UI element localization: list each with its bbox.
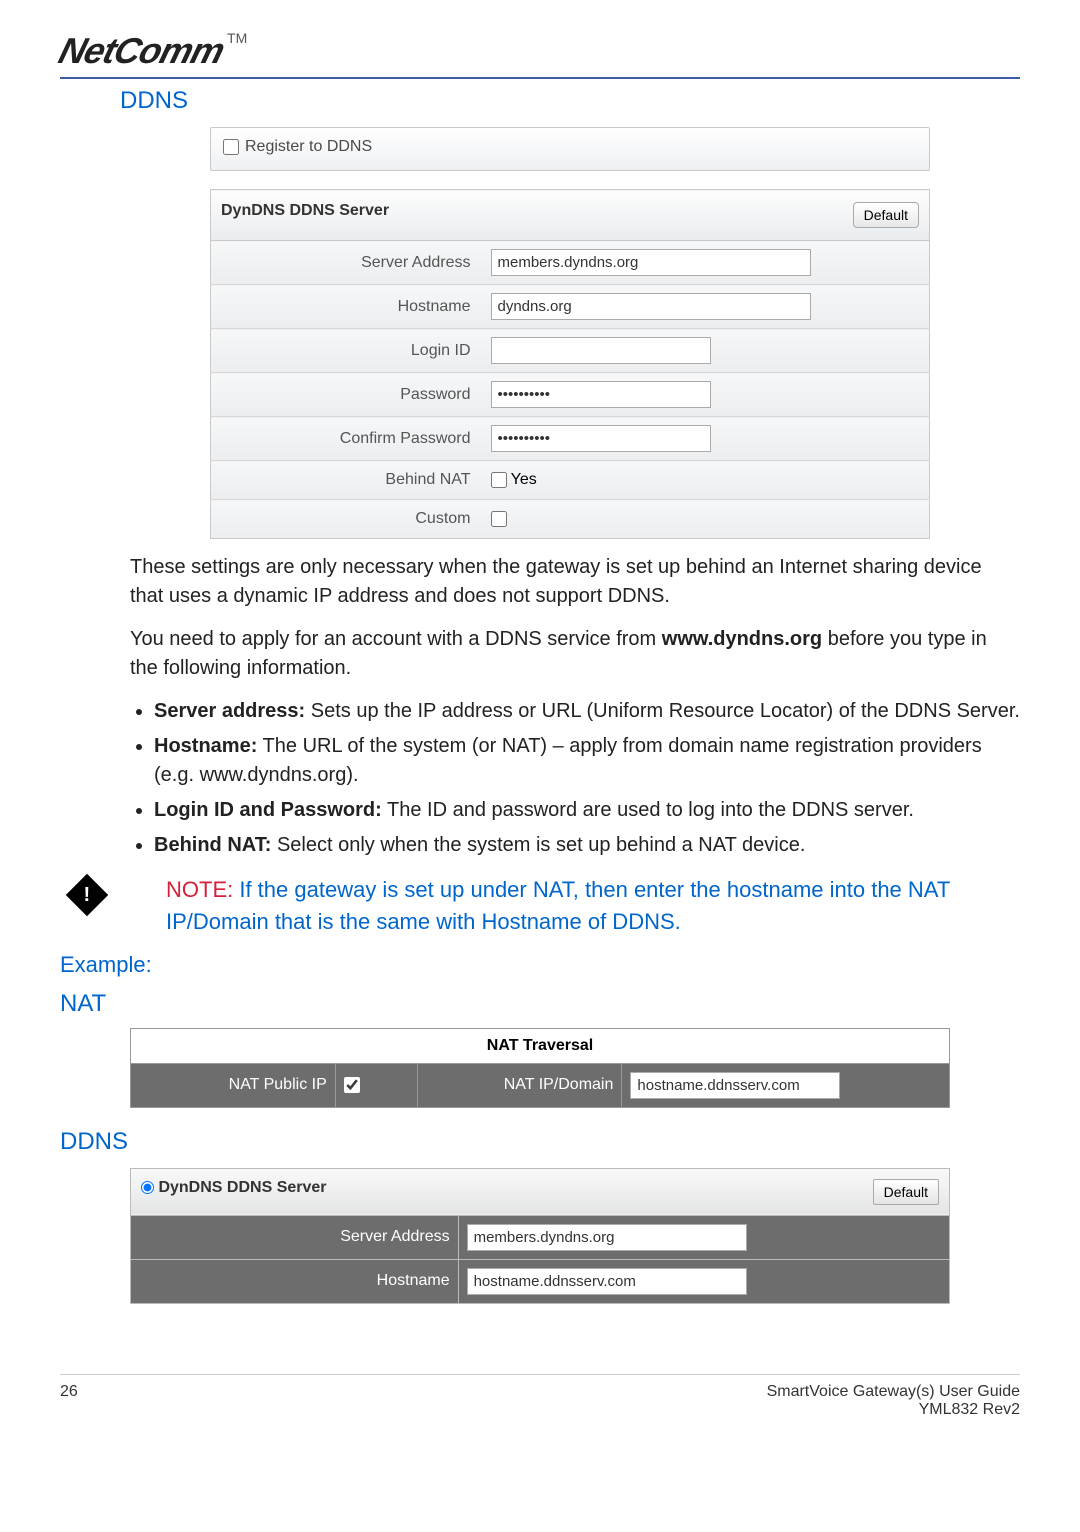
bullet-behind-nat: Behind NAT: Select only when the system … — [154, 831, 1020, 860]
ddns-table-header: DynDNS DDNS Server Default — [211, 190, 930, 241]
ddns2-heading: DDNS — [60, 1128, 1020, 1156]
ddns2-server-address-label: Server Address — [131, 1215, 459, 1259]
password-label: Password — [211, 373, 481, 417]
behind-nat-yes: Yes — [511, 471, 537, 488]
behind-nat-label: Behind NAT — [211, 461, 481, 500]
default-button[interactable]: Default — [853, 202, 919, 228]
example-heading: Example: — [60, 952, 1020, 978]
login-id-label: Login ID — [211, 329, 481, 373]
footer-model: YML832 Rev2 — [767, 1401, 1020, 1419]
ddns2-header: DynDNS DDNS Server Default — [131, 1168, 950, 1215]
logo: NetComm — [54, 30, 228, 72]
paragraph-2: You need to apply for an account with a … — [130, 625, 1020, 683]
nat-traversal-table: NAT Traversal NAT Public IP NAT IP/Domai… — [130, 1028, 950, 1108]
header: NetCommTM — [60, 30, 1020, 79]
password-input[interactable] — [491, 381, 711, 408]
register-ddns-row: Register to DDNS — [210, 127, 930, 171]
nat-traversal-title: NAT Traversal — [131, 1028, 950, 1063]
behind-nat-checkbox[interactable] — [491, 472, 507, 488]
bullet-server-address: Server address: Sets up the IP address o… — [154, 697, 1020, 726]
register-ddns-checkbox[interactable] — [223, 139, 239, 155]
nat-heading: NAT — [60, 990, 1020, 1018]
page-number: 26 — [60, 1383, 78, 1419]
bullet-list: Server address: Sets up the IP address o… — [130, 697, 1020, 860]
nat-public-ip-label: NAT Public IP — [131, 1063, 336, 1107]
ddns-config-table: DynDNS DDNS Server Default Server Addres… — [210, 189, 930, 539]
ddns2-hostname-label: Hostname — [131, 1259, 459, 1303]
note-label: NOTE: — [166, 877, 233, 902]
custom-checkbox[interactable] — [491, 511, 507, 527]
alert-icon: ! — [66, 874, 108, 916]
hostname-label: Hostname — [211, 285, 481, 329]
ddns2-default-button[interactable]: Default — [873, 1179, 939, 1205]
ddns2-table: DynDNS DDNS Server Default Server Addres… — [130, 1168, 950, 1304]
note-text: NOTE: If the gateway is set up under NAT… — [166, 874, 1020, 938]
bullet-login-password: Login ID and Password: The ID and passwo… — [154, 796, 1020, 825]
confirm-password-input[interactable] — [491, 425, 711, 452]
para2-prefix: You need to apply for an account with a … — [130, 628, 662, 650]
footer-guide: SmartVoice Gateway(s) User Guide — [767, 1383, 1020, 1401]
nat-ip-domain-input[interactable] — [630, 1072, 840, 1099]
server-address-input[interactable] — [491, 249, 811, 276]
bullet-hostname: Hostname: The URL of the system (or NAT)… — [154, 732, 1020, 790]
custom-label: Custom — [211, 500, 481, 539]
ddns2-server-address-input[interactable] — [467, 1224, 747, 1251]
server-address-label: Server Address — [211, 241, 481, 285]
ddns2-hostname-input[interactable] — [467, 1268, 747, 1295]
register-ddns-text: Register to DDNS — [245, 138, 372, 156]
ddns2-title: DynDNS DDNS Server — [158, 1179, 326, 1196]
footer-right: SmartVoice Gateway(s) User Guide YML832 … — [767, 1383, 1020, 1419]
hostname-input[interactable] — [491, 293, 811, 320]
register-ddns-label[interactable]: Register to DDNS — [223, 138, 372, 156]
paragraph-1: These settings are only necessary when t… — [130, 553, 1020, 611]
ddns-panel: Register to DDNS DynDNS DDNS Server Defa… — [210, 127, 930, 539]
para2-bold: www.dyndns.org — [662, 628, 822, 650]
ddns2-radio[interactable] — [141, 1181, 154, 1194]
note-body: If the gateway is set up under NAT, then… — [166, 877, 950, 934]
note-block: ! NOTE: If the gateway is set up under N… — [60, 874, 1020, 938]
confirm-password-label: Confirm Password — [211, 417, 481, 461]
ddns-table-title: DynDNS DDNS Server — [221, 202, 389, 219]
behind-nat-checkbox-wrap[interactable]: Yes — [491, 471, 537, 488]
nat-ip-domain-label: NAT IP/Domain — [417, 1063, 622, 1107]
trademark: TM — [227, 30, 247, 46]
section-heading-ddns: DDNS — [120, 87, 1020, 115]
footer: 26 SmartVoice Gateway(s) User Guide YML8… — [60, 1374, 1020, 1419]
login-id-input[interactable] — [491, 337, 711, 364]
nat-public-ip-checkbox[interactable] — [344, 1077, 360, 1093]
